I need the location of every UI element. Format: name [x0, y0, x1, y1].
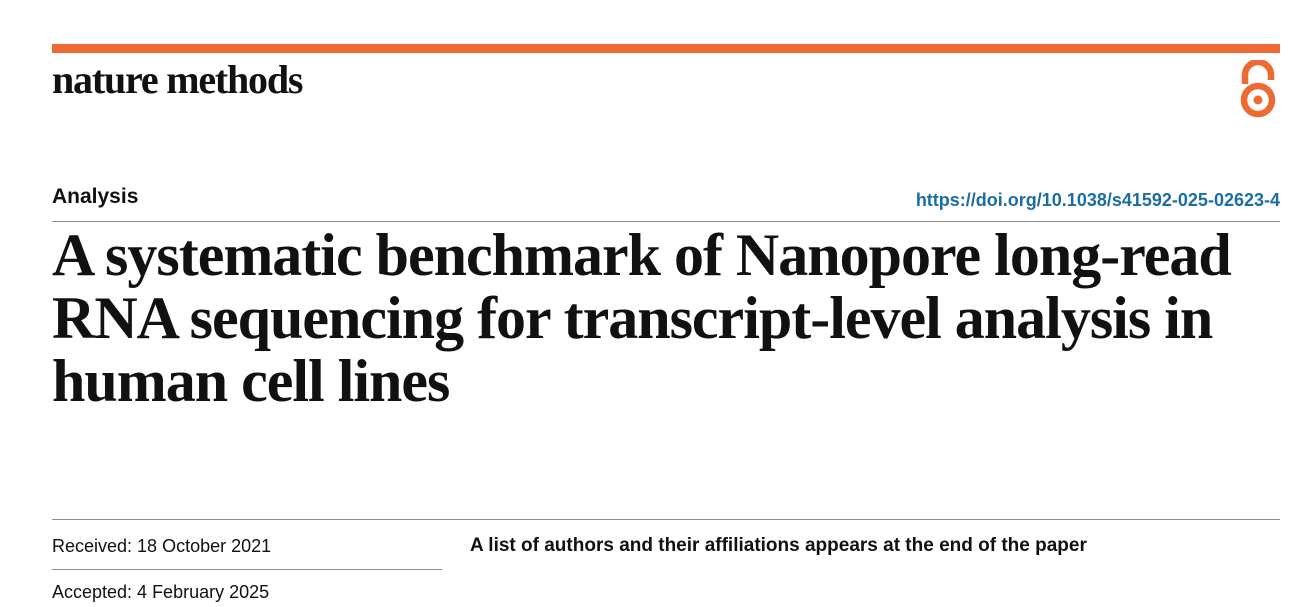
- meta-divider: [52, 519, 1280, 520]
- dates-divider: [52, 569, 442, 570]
- accepted-date: Accepted: 4 February 2025: [52, 582, 270, 602]
- open-access-icon: [1240, 60, 1276, 118]
- journal-name[interactable]: nature methods: [52, 57, 303, 102]
- header-divider: [52, 221, 1280, 222]
- journal-brand-bar: [52, 44, 1280, 53]
- authors-affiliations-note: A list of authors and their affiliations…: [470, 535, 1087, 556]
- article-title: A systematic benchmark of Nanopore long-…: [52, 222, 1232, 414]
- received-date: Received: 18 October 2021: [52, 536, 272, 556]
- article-type-label: Analysis: [52, 185, 139, 208]
- doi-link[interactable]: https://doi.org/10.1038/s41592-025-02623…: [915, 190, 1280, 210]
